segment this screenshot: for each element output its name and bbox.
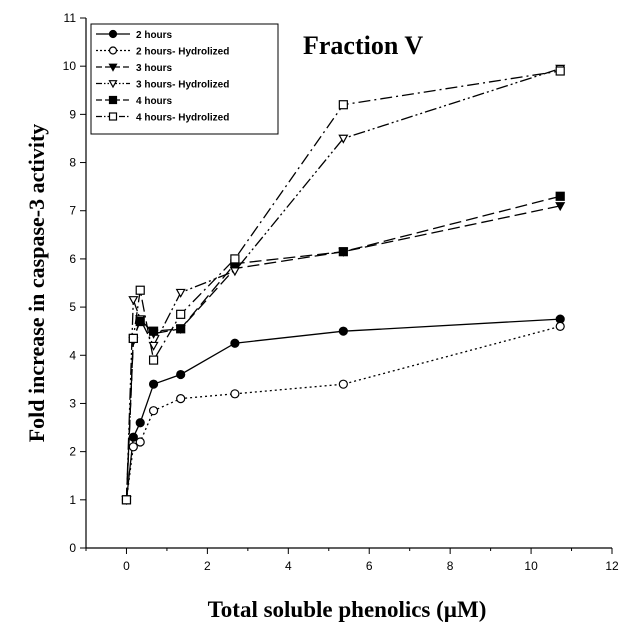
filled-square-marker [108, 95, 118, 105]
filled-circle-marker [230, 338, 240, 348]
filled-circle-marker [135, 418, 145, 428]
x-tick-label: 12 [605, 559, 619, 573]
y-tick-label: 5 [69, 300, 76, 314]
open-circle-marker [108, 46, 118, 55]
filled-square-marker [148, 326, 159, 336]
series-line-5 [125, 195, 561, 500]
x-tick-label: 0 [123, 559, 130, 573]
filled-circle-marker [148, 379, 159, 389]
open-circle-marker [148, 406, 159, 416]
filled-square-marker [555, 191, 565, 201]
open-square-marker [176, 309, 186, 319]
x-tick-label: 2 [204, 559, 211, 573]
y-axis-title: Fold increase in caspase-3 activity [24, 124, 49, 443]
legend-label-3: 3 hours [136, 63, 173, 74]
marker-group [121, 64, 566, 506]
y-tick-label: 10 [63, 59, 77, 73]
legend-label-5: 4 hours [136, 96, 173, 107]
legend-box [90, 23, 279, 135]
filled-circle-marker [128, 432, 138, 442]
legend-label-2: 2 hours- Hydrolized [136, 47, 229, 58]
x-tick-label: 6 [366, 559, 373, 573]
open-circle-marker [555, 321, 565, 331]
y-tick-label: 2 [69, 445, 76, 459]
open-square-marker [108, 112, 118, 121]
filled-square-marker [338, 247, 348, 257]
open-triangle-down-marker [338, 134, 349, 144]
series-line-6 [125, 70, 561, 500]
open-circle-marker [135, 437, 145, 447]
y-tick-label: 4 [69, 348, 76, 362]
open-square-marker [338, 100, 348, 110]
x-tick-label: 8 [447, 559, 454, 573]
open-square-marker [135, 285, 145, 295]
filled-circle-marker [176, 369, 186, 380]
legend-label-1: 2 hours [136, 30, 173, 41]
open-square-marker [148, 355, 159, 365]
open-circle-marker [176, 394, 186, 404]
open-triangle-down-marker [108, 80, 118, 89]
filled-square-marker [135, 316, 145, 327]
chart-title: Fraction V [303, 31, 423, 60]
filled-square-marker [176, 324, 186, 334]
x-axis-title: Total soluble phenolics (µM) [208, 597, 487, 622]
open-square-marker [555, 66, 565, 76]
open-circle-marker [128, 442, 138, 452]
open-triangle-down-marker [175, 288, 186, 298]
open-triangle-down-marker [148, 341, 159, 351]
filled-circle-marker [338, 326, 348, 336]
open-square-marker [230, 254, 240, 264]
open-circle-marker [230, 389, 240, 399]
legend-label-4: 3 hours- Hydrolized [136, 80, 229, 91]
open-square-marker [121, 495, 132, 505]
axes [85, 18, 612, 549]
filled-triangle-down-marker [108, 63, 118, 72]
filled-circle-marker [108, 29, 118, 39]
y-tick-label: 7 [69, 204, 76, 218]
x-tick-label: 10 [524, 559, 538, 573]
x-tick-label: 4 [285, 559, 292, 573]
y-tick-label: 11 [64, 11, 77, 25]
y-tick-label: 6 [69, 252, 76, 266]
open-triangle-down-marker [128, 296, 139, 306]
open-circle-marker [338, 379, 348, 389]
series-line-1 [125, 318, 561, 500]
filled-triangle-down-marker [555, 202, 566, 212]
legend-label-6: 4 hours- Hydrolized [136, 113, 229, 124]
open-square-marker [128, 333, 138, 344]
series-line-2 [125, 325, 561, 500]
y-tick-label: 1 [69, 493, 76, 507]
y-tick-label: 3 [69, 396, 76, 410]
y-tick-label: 0 [69, 541, 76, 555]
y-tick-label: 8 [69, 156, 76, 170]
y-tick-label: 9 [69, 107, 76, 121]
legend: 2 hours 2 hours- Hydrolized 3 hours 3 hours… [90, 23, 279, 135]
